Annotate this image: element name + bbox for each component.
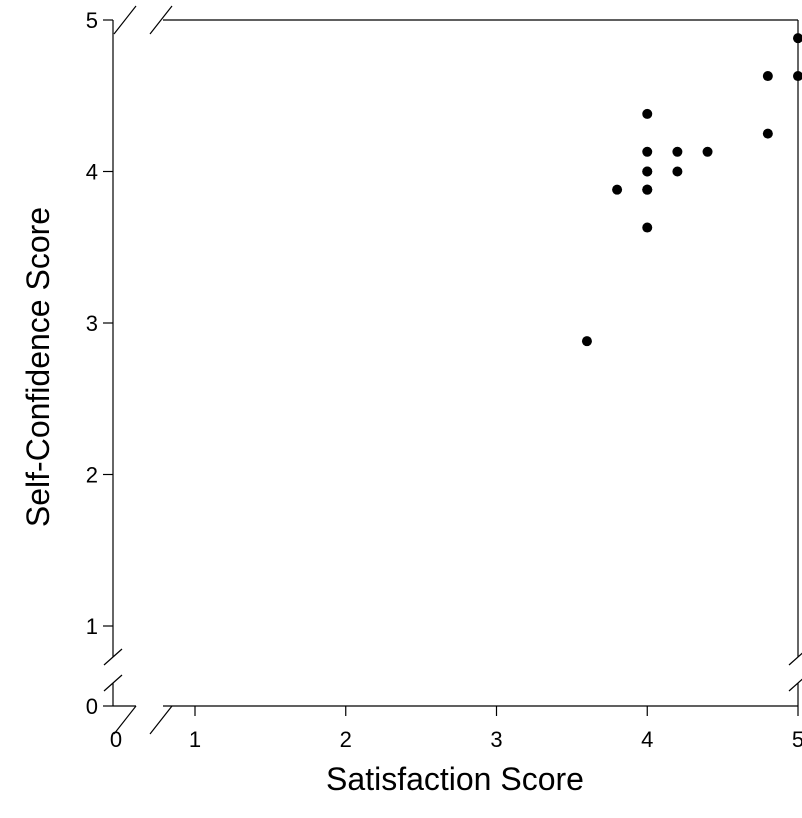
data-point [642, 108, 653, 119]
data-point [642, 184, 653, 195]
data-point [793, 71, 802, 82]
x-tick-label: 0 [110, 727, 122, 752]
y-tick-label: 3 [86, 311, 98, 336]
axis-breaks [103, 5, 802, 735]
break-slash [149, 5, 173, 35]
data-point [793, 33, 802, 44]
break-slash [103, 648, 123, 666]
data-point [672, 146, 683, 157]
y-tick-label: 4 [86, 160, 98, 185]
data-point [642, 222, 653, 233]
break-slash [113, 5, 137, 35]
data-point [642, 146, 653, 157]
data-point [672, 166, 683, 177]
break-slash [788, 652, 802, 666]
data-point [762, 128, 773, 139]
data-points [581, 33, 802, 347]
x-axis-ticks: 0 1 2 3 4 5 [110, 706, 802, 752]
data-point [581, 336, 592, 347]
x-break-top [113, 5, 173, 35]
x-tick-label: 2 [340, 727, 352, 752]
data-point [642, 166, 653, 177]
y-axis-title: Self-Confidence Score [20, 207, 56, 527]
data-point [762, 71, 773, 82]
data-point [702, 146, 713, 157]
x-break-bottom [113, 705, 173, 735]
x-tick-label: 4 [641, 727, 653, 752]
data-point [612, 184, 623, 195]
y-tick-label: 1 [86, 614, 98, 639]
y-axis-ticks: 0 1 2 3 4 5 [86, 8, 113, 719]
y-tick-label: 5 [86, 8, 98, 33]
break-slash [113, 705, 137, 735]
x-axis-title: Satisfaction Score [326, 761, 584, 797]
y-break-right [788, 652, 802, 692]
x-tick-label: 3 [490, 727, 502, 752]
y-tick-label: 0 [86, 694, 98, 719]
break-slash [103, 674, 123, 692]
x-tick-label: 1 [189, 727, 201, 752]
x-tick-label: 5 [792, 727, 802, 752]
break-slash [788, 678, 802, 692]
break-slash [149, 705, 173, 735]
y-break-left [103, 648, 123, 692]
y-tick-label: 2 [86, 463, 98, 488]
plot-frame [112, 19, 799, 707]
